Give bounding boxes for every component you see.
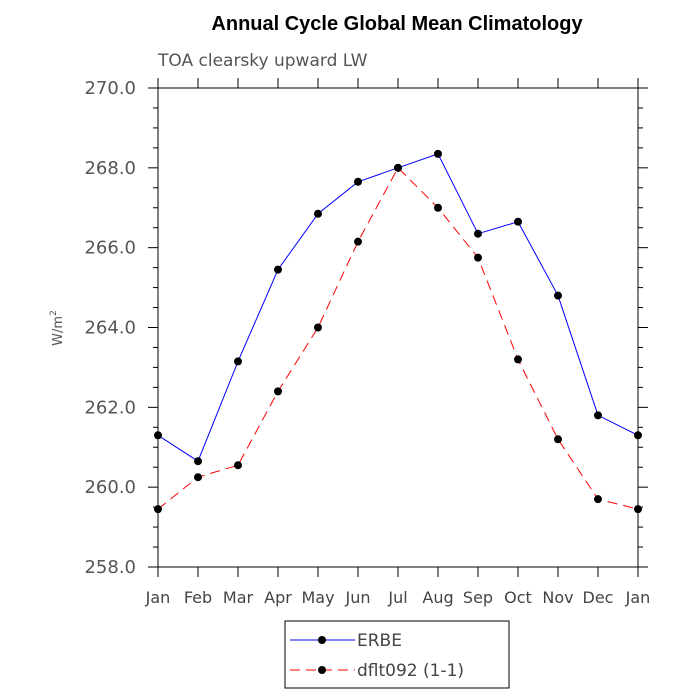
x-tick-label: May [301, 588, 334, 607]
data-point-series-1 [234, 357, 242, 366]
data-point-series-2 [234, 461, 242, 470]
data-point-series-2 [394, 163, 402, 172]
legend-marker-2 [318, 666, 326, 674]
data-point-series-1 [194, 457, 202, 466]
data-point-series-1 [474, 229, 482, 238]
data-point-series-2 [194, 473, 202, 482]
x-tick-label: Aug [422, 588, 453, 607]
series-layer [154, 149, 642, 514]
data-point-series-2 [434, 203, 442, 212]
x-tick-label: Feb [184, 588, 212, 607]
x-tick-labels: Jan Feb Mar Apr May Jun Jul Aug Sep Oct Nov Dec Jan [145, 588, 651, 607]
data-point-series-1 [354, 177, 362, 186]
chart-subtitle: TOA clearsky upward LW [157, 51, 368, 71]
data-point-series-2 [354, 237, 362, 246]
y-axis-label: W/m2 [49, 310, 66, 346]
y-tick-label: 264.0 [84, 318, 136, 339]
legend-box [284, 620, 510, 689]
data-point-series-2 [314, 323, 322, 332]
legend-label-2: dflt092 (1-1) [357, 661, 464, 681]
y-tick-label: 260.0 [84, 477, 136, 498]
x-tick-label: Jan [145, 588, 171, 607]
x-tick-label: Jan [625, 588, 651, 607]
data-point-series-2 [274, 387, 282, 396]
x-tick-label: Nov [542, 588, 573, 607]
x-tick-label: Mar [223, 588, 254, 607]
x-tick-label: Sep [463, 588, 493, 607]
data-point-series-1 [634, 431, 642, 440]
x-tick-label: Dec [583, 588, 614, 607]
y-tick-label: 258.0 [84, 557, 136, 578]
data-point-series-2 [514, 355, 522, 364]
legend-marker-1 [318, 636, 326, 644]
y-tick-label: 266.0 [84, 238, 136, 259]
plot-area-frame [157, 87, 639, 568]
series-line-1 [157, 153, 639, 462]
axis-ticks [148, 78, 648, 577]
data-point-series-2 [554, 435, 562, 444]
chart-title: Annual Cycle Global Mean Climatology [211, 13, 583, 35]
data-point-series-1 [434, 149, 442, 158]
y-axis-label-superscript: 2 [49, 310, 59, 316]
data-point-series-1 [554, 291, 562, 300]
data-point-series-2 [474, 253, 482, 262]
series-line-2 [157, 167, 639, 510]
y-tick-label: 262.0 [84, 397, 136, 418]
y-axis-label-unit: W/m [51, 316, 66, 346]
y-tick-label: 268.0 [84, 158, 136, 179]
data-point-series-1 [594, 411, 602, 420]
x-tick-label: Jun [345, 588, 371, 607]
x-tick-label: Jul [387, 588, 407, 607]
data-point-series-2 [154, 505, 162, 514]
data-point-series-1 [154, 431, 162, 440]
data-point-series-1 [274, 265, 282, 274]
y-tick-label: 270.0 [84, 78, 136, 99]
data-point-series-2 [634, 505, 642, 514]
y-tick-labels: 258.0 260.0 262.0 264.0 266.0 268.0 270.0 [84, 78, 136, 578]
data-point-series-1 [314, 209, 322, 218]
data-point-series-2 [594, 495, 602, 504]
legend: ERBE dflt092 (1-1) [284, 620, 510, 689]
legend-label-1: ERBE [357, 631, 402, 651]
x-tick-label: Apr [264, 588, 292, 607]
data-point-series-1 [514, 217, 522, 226]
x-tick-label: Oct [504, 588, 532, 607]
